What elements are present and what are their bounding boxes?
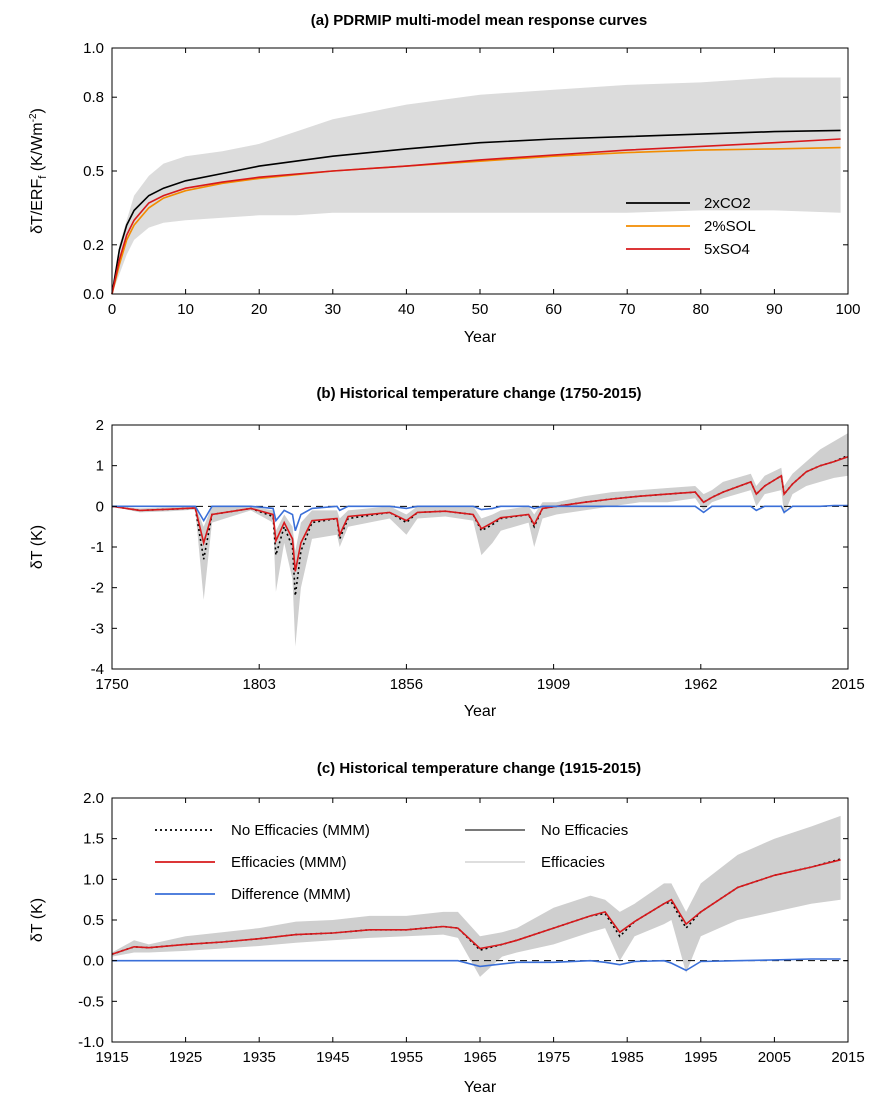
y-tick-label: 1.0 bbox=[83, 871, 104, 888]
y-tick-label: 0.5 bbox=[83, 912, 104, 929]
x-tick-label: 1955 bbox=[390, 1049, 423, 1066]
panel-a-ylabel-unit: (K/Wm bbox=[29, 122, 46, 175]
spread-band bbox=[112, 815, 841, 977]
y-tick-label: 0.0 bbox=[83, 286, 104, 303]
x-tick-label: 30 bbox=[324, 301, 341, 318]
legend-label: Difference (MMM) bbox=[231, 886, 351, 903]
y-tick-label: 1 bbox=[96, 458, 104, 475]
x-tick-label: 2015 bbox=[831, 1049, 864, 1066]
panel-c-ylabel: δT (K) bbox=[29, 898, 46, 942]
x-tick-label: 1856 bbox=[390, 676, 423, 693]
x-tick-label: 20 bbox=[251, 301, 268, 318]
x-tick-label: 10 bbox=[177, 301, 194, 318]
y-tick-label: 1.5 bbox=[83, 831, 104, 848]
x-tick-label: 1965 bbox=[463, 1049, 496, 1066]
x-tick-label: 1915 bbox=[95, 1049, 128, 1066]
legend-label: No Efficacies (MMM) bbox=[231, 822, 370, 839]
panel-a-xlabel: Year bbox=[464, 329, 497, 346]
legend-label: Efficacies (MMM) bbox=[231, 854, 347, 871]
x-tick-label: 1803 bbox=[243, 676, 276, 693]
panel-c-xlabel: Year bbox=[464, 1079, 497, 1096]
x-tick-label: 70 bbox=[619, 301, 636, 318]
spread-band bbox=[112, 433, 848, 647]
panel-a: (a) PDRMIP multi-model mean response cur… bbox=[28, 12, 861, 346]
panel-b-ylabel: δT (K) bbox=[29, 525, 46, 569]
series-line bbox=[111, 455, 849, 572]
legend-label: 5xSO4 bbox=[704, 241, 750, 258]
series-line bbox=[112, 504, 848, 531]
legend-label: 2xCO2 bbox=[704, 195, 751, 212]
y-tick-label: -0.5 bbox=[78, 993, 104, 1010]
x-tick-label: 1962 bbox=[684, 676, 717, 693]
x-tick-label: 1945 bbox=[316, 1049, 349, 1066]
panel-a-ylabel-main: δT/ERF bbox=[29, 179, 46, 234]
x-tick-label: 50 bbox=[472, 301, 489, 318]
x-tick-label: 1750 bbox=[95, 676, 128, 693]
x-tick-label: 1985 bbox=[611, 1049, 644, 1066]
spread-band bbox=[112, 77, 841, 294]
x-tick-label: 40 bbox=[398, 301, 415, 318]
y-tick-label: -4 bbox=[91, 661, 104, 678]
panel-c: (c) Historical temperature change (1915-… bbox=[29, 760, 865, 1096]
panel-b: (b) Historical temperature change (1750-… bbox=[29, 385, 865, 720]
y-tick-label: 0.8 bbox=[83, 89, 104, 106]
panel-a-title: (a) PDRMIP multi-model mean response cur… bbox=[311, 12, 647, 29]
legend-label: Efficacies bbox=[541, 854, 605, 871]
y-tick-label: 0.0 bbox=[83, 953, 104, 970]
y-tick-label: -1 bbox=[91, 539, 104, 556]
y-tick-label: 2 bbox=[96, 417, 104, 434]
series-line bbox=[111, 129, 841, 295]
panel-a-ylabel-close: ) bbox=[29, 108, 46, 113]
x-tick-label: 1925 bbox=[169, 1049, 202, 1066]
panel-a-ylabel: δT/ERFf (K/Wm-2) bbox=[28, 108, 49, 234]
x-tick-label: 1975 bbox=[537, 1049, 570, 1066]
x-tick-label: 0 bbox=[108, 301, 116, 318]
series-line bbox=[111, 859, 841, 955]
legend-label: 2%SOL bbox=[704, 218, 756, 235]
y-tick-label: 2.0 bbox=[83, 790, 104, 807]
x-tick-label: 80 bbox=[692, 301, 709, 318]
panel-a-ylabel-sup: -2 bbox=[28, 113, 39, 122]
x-tick-label: 90 bbox=[766, 301, 783, 318]
y-tick-label: 0.2 bbox=[83, 237, 104, 254]
panel-b-xlabel: Year bbox=[464, 703, 497, 720]
x-tick-label: 100 bbox=[835, 301, 860, 318]
y-tick-label: 0 bbox=[96, 498, 104, 515]
series-line bbox=[111, 146, 841, 295]
x-tick-label: 1995 bbox=[684, 1049, 717, 1066]
x-tick-label: 1935 bbox=[243, 1049, 276, 1066]
y-tick-label: -3 bbox=[91, 620, 104, 637]
y-tick-label: 0.5 bbox=[83, 163, 104, 180]
x-tick-label: 60 bbox=[545, 301, 562, 318]
y-tick-label: 1.0 bbox=[83, 40, 104, 57]
series-line bbox=[112, 958, 841, 972]
panel-b-title: (b) Historical temperature change (1750-… bbox=[316, 385, 641, 402]
y-tick-label: -1.0 bbox=[78, 1034, 104, 1051]
series-line bbox=[111, 138, 841, 295]
panel-a-ylabel-sub: f bbox=[37, 175, 49, 179]
x-tick-label: 2015 bbox=[831, 676, 864, 693]
x-tick-label: 1909 bbox=[537, 676, 570, 693]
series-line bbox=[111, 454, 849, 596]
legend-label: No Efficacies bbox=[541, 822, 628, 839]
x-tick-label: 2005 bbox=[758, 1049, 791, 1066]
panel-c-title: (c) Historical temperature change (1915-… bbox=[317, 760, 641, 777]
y-tick-label: -2 bbox=[91, 580, 104, 597]
